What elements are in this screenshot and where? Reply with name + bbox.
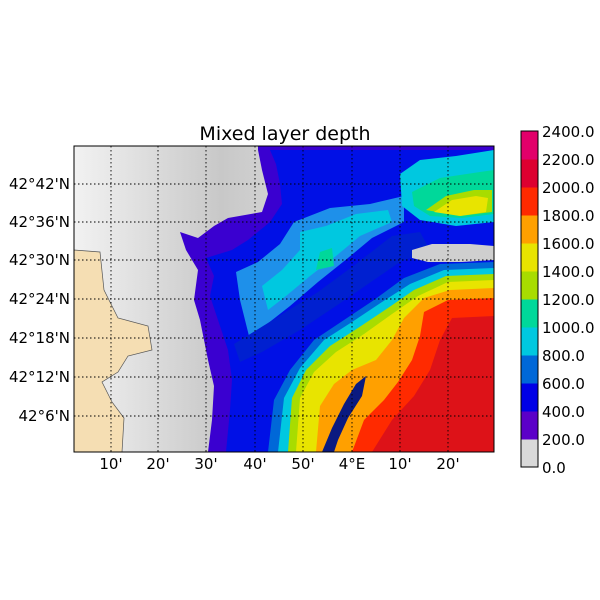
colorbar-swatch bbox=[521, 243, 538, 272]
colorbar-swatch bbox=[521, 299, 538, 328]
lat-tick-label: 42°6'N bbox=[19, 407, 70, 425]
colorbar-label: 1600.0 bbox=[542, 235, 595, 253]
colorbar-label: 1400.0 bbox=[542, 263, 595, 281]
colorbar-label: 1000.0 bbox=[542, 319, 595, 337]
colorbar-label: 1200.0 bbox=[542, 291, 595, 309]
lon-tick-label: 40' bbox=[243, 455, 266, 473]
colorbar-swatch bbox=[521, 271, 538, 300]
lat-tick-label: 42°30'N bbox=[9, 251, 70, 269]
colorbar-swatch bbox=[521, 327, 538, 356]
colorbar-swatch bbox=[521, 439, 538, 468]
lon-tick-label: 20' bbox=[146, 455, 169, 473]
colorbar-swatch bbox=[521, 159, 538, 188]
colorbar-swatch bbox=[521, 215, 538, 244]
convection-core bbox=[372, 316, 494, 452]
map-frame bbox=[73, 145, 495, 453]
colorbar-label: 0.0 bbox=[542, 459, 566, 477]
land-region bbox=[74, 249, 153, 452]
lat-tick-label: 42°42'N bbox=[9, 175, 70, 193]
lat-tick-label: 42°24'N bbox=[9, 290, 70, 308]
colorbar-label: 400.0 bbox=[542, 403, 585, 421]
lon-tick-label: 50' bbox=[291, 455, 314, 473]
lon-tick-label: 30' bbox=[194, 455, 217, 473]
channel-blue-region bbox=[234, 232, 430, 362]
lat-tick-label: 42°12'N bbox=[9, 368, 70, 386]
chart-title: Mixed layer depth bbox=[199, 123, 370, 145]
map-area bbox=[74, 146, 494, 452]
colorbar-label: 2000.0 bbox=[542, 179, 595, 197]
colorbar-swatches bbox=[521, 131, 538, 468]
colorbar-label: 600.0 bbox=[542, 375, 585, 393]
colorbar-swatch bbox=[521, 383, 538, 412]
filament-dark-region bbox=[322, 376, 366, 452]
shoal-grey-region bbox=[412, 244, 494, 262]
lat-tick-label: 42°18'N bbox=[9, 329, 70, 347]
colorbar-label: 200.0 bbox=[542, 431, 585, 449]
colorbar-label: 2200.0 bbox=[542, 151, 595, 169]
map-gridlines bbox=[74, 146, 494, 452]
lon-tick-label: 10' bbox=[388, 455, 411, 473]
lon-tick-label: 20' bbox=[436, 455, 459, 473]
eddy-yellow-core bbox=[434, 196, 488, 216]
colorbar-swatch bbox=[521, 187, 538, 216]
lon-tick-label: 4°E bbox=[339, 455, 366, 473]
plateau-green-spot bbox=[316, 248, 334, 270]
colorbar-label: 1800.0 bbox=[542, 207, 595, 225]
colorbar-label: 2400.0 bbox=[542, 123, 595, 141]
colorbar-swatch bbox=[521, 411, 538, 440]
lon-tick-label: 10' bbox=[99, 455, 122, 473]
colorbar: 2400.0 2200.0 2000.0 1800.0 1600.0 1400.… bbox=[520, 123, 595, 477]
colorbar-label: 800.0 bbox=[542, 347, 585, 365]
colorbar-swatch bbox=[521, 131, 538, 160]
lat-tick-label: 42°36'N bbox=[9, 213, 70, 231]
colorbar-swatch bbox=[521, 355, 538, 384]
colorbar-frame bbox=[520, 130, 539, 468]
